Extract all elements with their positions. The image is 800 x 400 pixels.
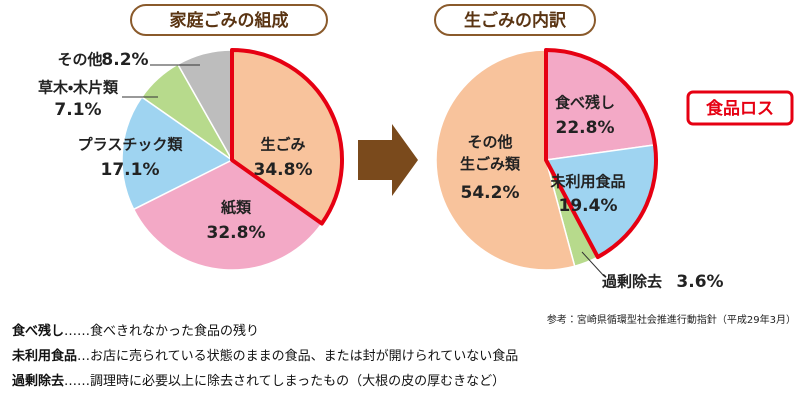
- arrow: [358, 124, 418, 196]
- pie-slice: [435, 49, 576, 271]
- leader-line: [581, 251, 605, 277]
- highlight-outline: [230, 48, 344, 226]
- value-label: 7.1%: [54, 100, 101, 120]
- pie-slice: [121, 95, 234, 211]
- pie-slice: [132, 159, 323, 271]
- value-label: 34.8%: [254, 160, 313, 180]
- note: 食べ残し……食べきれなかった食品の残り: [12, 320, 259, 339]
- slice-label: プラスチック類: [78, 136, 184, 154]
- note-text: ……食べきれなかった食品の残り: [64, 324, 260, 339]
- slice-label: その他生ごみ類: [460, 133, 521, 173]
- value-label: 54.2%: [461, 183, 520, 203]
- value-label: 32.8%: [207, 223, 266, 243]
- note-term: 過剰除去: [12, 374, 65, 389]
- note-term: 未利用食品: [12, 349, 78, 364]
- chart-title: 家庭ごみの組成: [170, 10, 289, 31]
- chart-title: 生ごみの内訳: [464, 10, 567, 31]
- note-text: ……調理時に必要以上に除去されてしまったもの（大根の皮の厚むきなど）: [64, 374, 506, 389]
- value-label: 8.2%: [101, 50, 148, 70]
- note-text: …お店に売られている状態のままの食品、または封が開けられていない食品: [77, 349, 519, 364]
- value-label: 19.4%: [559, 196, 618, 216]
- value-label: 17.1%: [101, 160, 160, 180]
- note: 過剰除去……調理時に必要以上に除去されてしまったもの（大根の皮の厚むきなど）: [12, 370, 505, 389]
- slice-label: 生ごみ: [260, 136, 305, 154]
- note-term: 食べ残し: [12, 324, 65, 339]
- slice-label: 未利用食品: [549, 173, 625, 191]
- title-pill: [130, 4, 328, 36]
- source: 参考：宮崎県循環型社会推進行動指針（平成29年3月）: [547, 313, 796, 326]
- note: 未利用食品…お店に売られている状態のままの食品、または封が開けられていない食品: [12, 345, 518, 364]
- slice-label: 紙類: [221, 199, 252, 217]
- slice-label: 草木・木片類: [38, 79, 119, 97]
- annotation-box: [686, 90, 794, 126]
- slice-label: その他: [57, 51, 102, 69]
- slice-label: 食べ残し: [555, 94, 615, 112]
- value-label: 3.6%: [676, 272, 723, 292]
- highlight-outline: [544, 48, 658, 260]
- value-label: 22.8%: [556, 118, 615, 138]
- annotation: 食品ロス: [706, 98, 774, 119]
- slice-label: 過剰除去: [602, 273, 662, 291]
- title-pill: [434, 4, 596, 36]
